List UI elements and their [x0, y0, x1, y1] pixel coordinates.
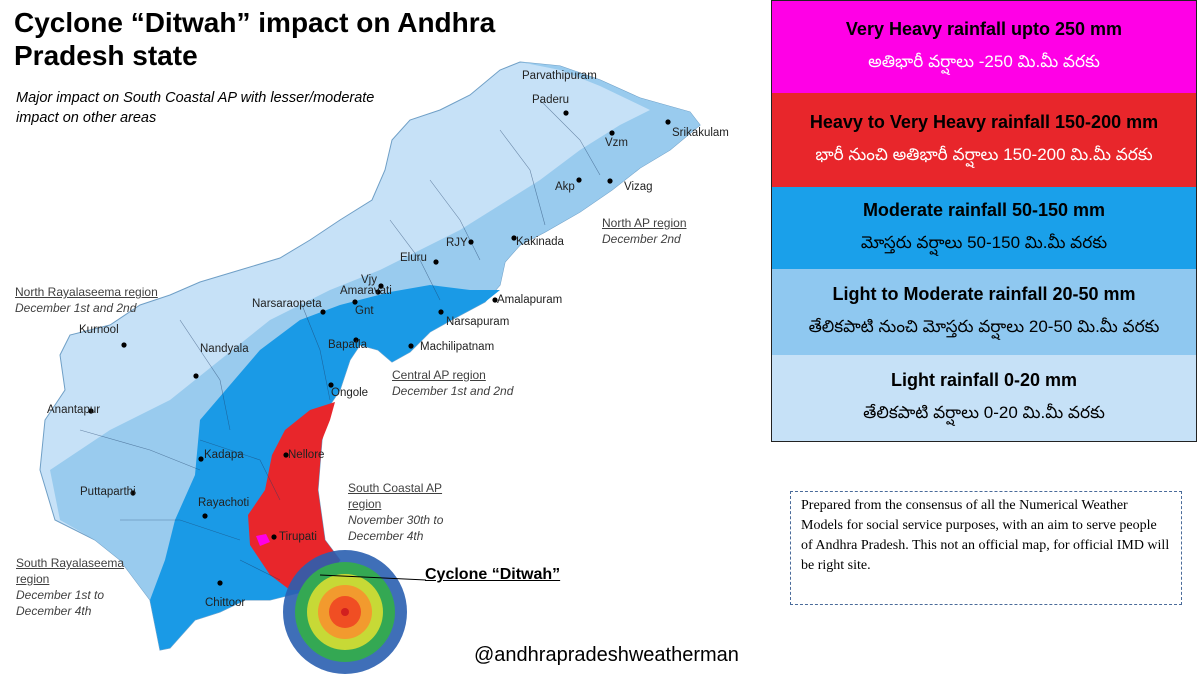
region-name: South Coastal AP region — [348, 481, 443, 511]
district-lines — [79, 99, 601, 581]
region-label: South Coastal AP region November 30th to … — [348, 480, 468, 544]
city-dot — [378, 283, 384, 289]
city-label: Tirupati — [279, 531, 317, 543]
city-dot — [320, 309, 326, 315]
city-label: Kadapa — [204, 449, 244, 461]
subtitle: Major impact on South Coastal AP with le… — [16, 90, 375, 126]
city-label: Vzm — [605, 137, 628, 149]
map: Parvathipuram Paderu Vzm Srikakulam Akp Vizag… — [39, 61, 729, 674]
handle: @andhrapradeshweatherman — [474, 644, 739, 666]
city-dot — [271, 534, 277, 540]
city-dot — [202, 513, 208, 519]
city-label: Akp — [555, 181, 575, 193]
city-dot — [433, 259, 439, 265]
city-label: Puttaparthi — [80, 486, 136, 498]
legend-english: Moderate rainfall 50-150 mm — [862, 199, 1106, 220]
cyclone-label: Cyclone “Ditwah” — [425, 566, 561, 583]
cities: Parvathipuram Paderu Vzm Srikakulam Akp Vizag… — [47, 70, 729, 609]
region-name: North Rayalaseema region — [15, 285, 158, 299]
region-name: South Rayalaseema region — [16, 556, 125, 586]
legend-row: Light to Moderate rainfall 20-50 mm తేలిక… — [772, 269, 1196, 355]
title: Cyclone “Ditwah” impact on Andhra Prades… — [14, 7, 496, 71]
city-dot — [328, 382, 334, 388]
city-label: Kurnool — [79, 324, 119, 336]
legend-english: Light to Moderate rainfall 20-50 mm — [832, 283, 1136, 304]
city-dot — [511, 235, 517, 241]
city-dot — [468, 239, 474, 245]
city-label: Vizag — [624, 181, 653, 193]
city-label: Ongole — [331, 387, 368, 399]
legend-row: Very Heavy rainfall upto 250 mm అతిభారీ వ… — [772, 1, 1196, 93]
city-dot — [353, 337, 359, 343]
moderate-zone — [150, 285, 500, 650]
region-name: North AP region — [602, 216, 687, 230]
legend-telugu: భారీ నుంచి అతిభారీ వర్షాలు 150-200 మి.మీ… — [815, 144, 1153, 164]
city-label: Gnt — [355, 305, 374, 317]
city-label: Eluru — [400, 252, 427, 264]
city-label: Srikakulam — [672, 127, 729, 139]
region-name: Central AP region — [392, 368, 486, 382]
city-dot — [408, 343, 414, 349]
city-label: Nellore — [288, 449, 324, 461]
city-dot — [665, 119, 671, 125]
city-dot — [193, 373, 199, 379]
city-label: Vjy — [361, 274, 377, 286]
city-dot — [607, 178, 613, 184]
note: Prepared from the consensus of all the N… — [790, 491, 1182, 605]
city-label: Bapatla — [328, 339, 368, 351]
city-dot — [375, 289, 381, 295]
city-label: Kakinada — [516, 236, 565, 248]
city-label: Narsapuram — [446, 316, 509, 328]
city-dot — [576, 177, 582, 183]
region-dates: November 30th to December 4th — [348, 513, 444, 543]
city-label: Rayachoti — [198, 497, 249, 509]
region-dates: December 1st to December 4th — [16, 588, 105, 618]
city-label: Parvathipuram — [522, 70, 597, 82]
city-label: Chittoor — [205, 597, 245, 609]
city-label: Paderu — [532, 94, 569, 106]
city-dot — [198, 456, 204, 462]
legend-telugu: మోస్తరు వర్షాలు 50-150 మి.మీ వరకు — [860, 232, 1108, 252]
city-dot — [217, 580, 223, 586]
region-dates: December 1st and 2nd — [392, 384, 514, 398]
very-heavy-spot — [256, 534, 270, 546]
city-label: Narsaraopeta — [252, 298, 322, 310]
region-dates: December 1st and 2nd — [15, 301, 137, 315]
city-dot — [492, 297, 498, 303]
legend-english: Heavy to Very Heavy rainfall 150-200 mm — [809, 111, 1159, 132]
city-label: Nandyala — [200, 343, 249, 355]
region-label: Central AP region December 1st and 2nd — [392, 367, 542, 399]
city-label: Amaravati — [340, 285, 392, 297]
region-dates: December 2nd — [602, 232, 681, 246]
legend-row: Moderate rainfall 50-150 mm మోస్తరు వర్షా… — [772, 187, 1196, 269]
legend-row: Heavy to Very Heavy rainfall 150-200 mm భ… — [772, 93, 1196, 187]
cyclone-icon — [283, 550, 427, 674]
legend-telugu: తేలికపాటి నుంచి మోస్తరు వర్షాలు 20-50 మి… — [808, 316, 1160, 336]
legend-english: Very Heavy rainfall upto 250 mm — [845, 18, 1123, 39]
city-dot — [283, 452, 289, 458]
legend-english: Light rainfall 0-20 mm — [890, 369, 1078, 390]
city-dot — [88, 408, 94, 414]
city-label: Machilipatnam — [420, 341, 494, 353]
city-label: Anantapur — [47, 404, 100, 416]
city-dot — [352, 299, 358, 305]
legend-telugu: అతిభారీ వర్షాలు -250 మి.మీ వరకు — [868, 51, 1100, 71]
region-label: North Rayalaseema region December 1st and… — [15, 284, 165, 316]
city-dot — [121, 342, 127, 348]
legend-telugu: తేలికపాటి వర్షాలు 0-20 మి.మీ వరకు — [863, 402, 1105, 422]
region-label: North AP region December 2nd — [602, 215, 722, 247]
legend-row: Light rainfall 0-20 mm తేలికపాటి వర్షాలు … — [772, 355, 1196, 441]
city-dot — [563, 110, 569, 116]
heavy-zone — [248, 402, 340, 590]
city-label: Amalapuram — [497, 294, 562, 306]
region-label: South Rayalaseema region December 1st to … — [16, 555, 136, 619]
city-dot — [438, 309, 444, 315]
city-dot — [130, 490, 136, 496]
legend: Very Heavy rainfall upto 250 mm అతిభారీ వ… — [771, 0, 1197, 442]
city-label: RJY — [446, 237, 468, 249]
city-dot — [609, 130, 615, 136]
